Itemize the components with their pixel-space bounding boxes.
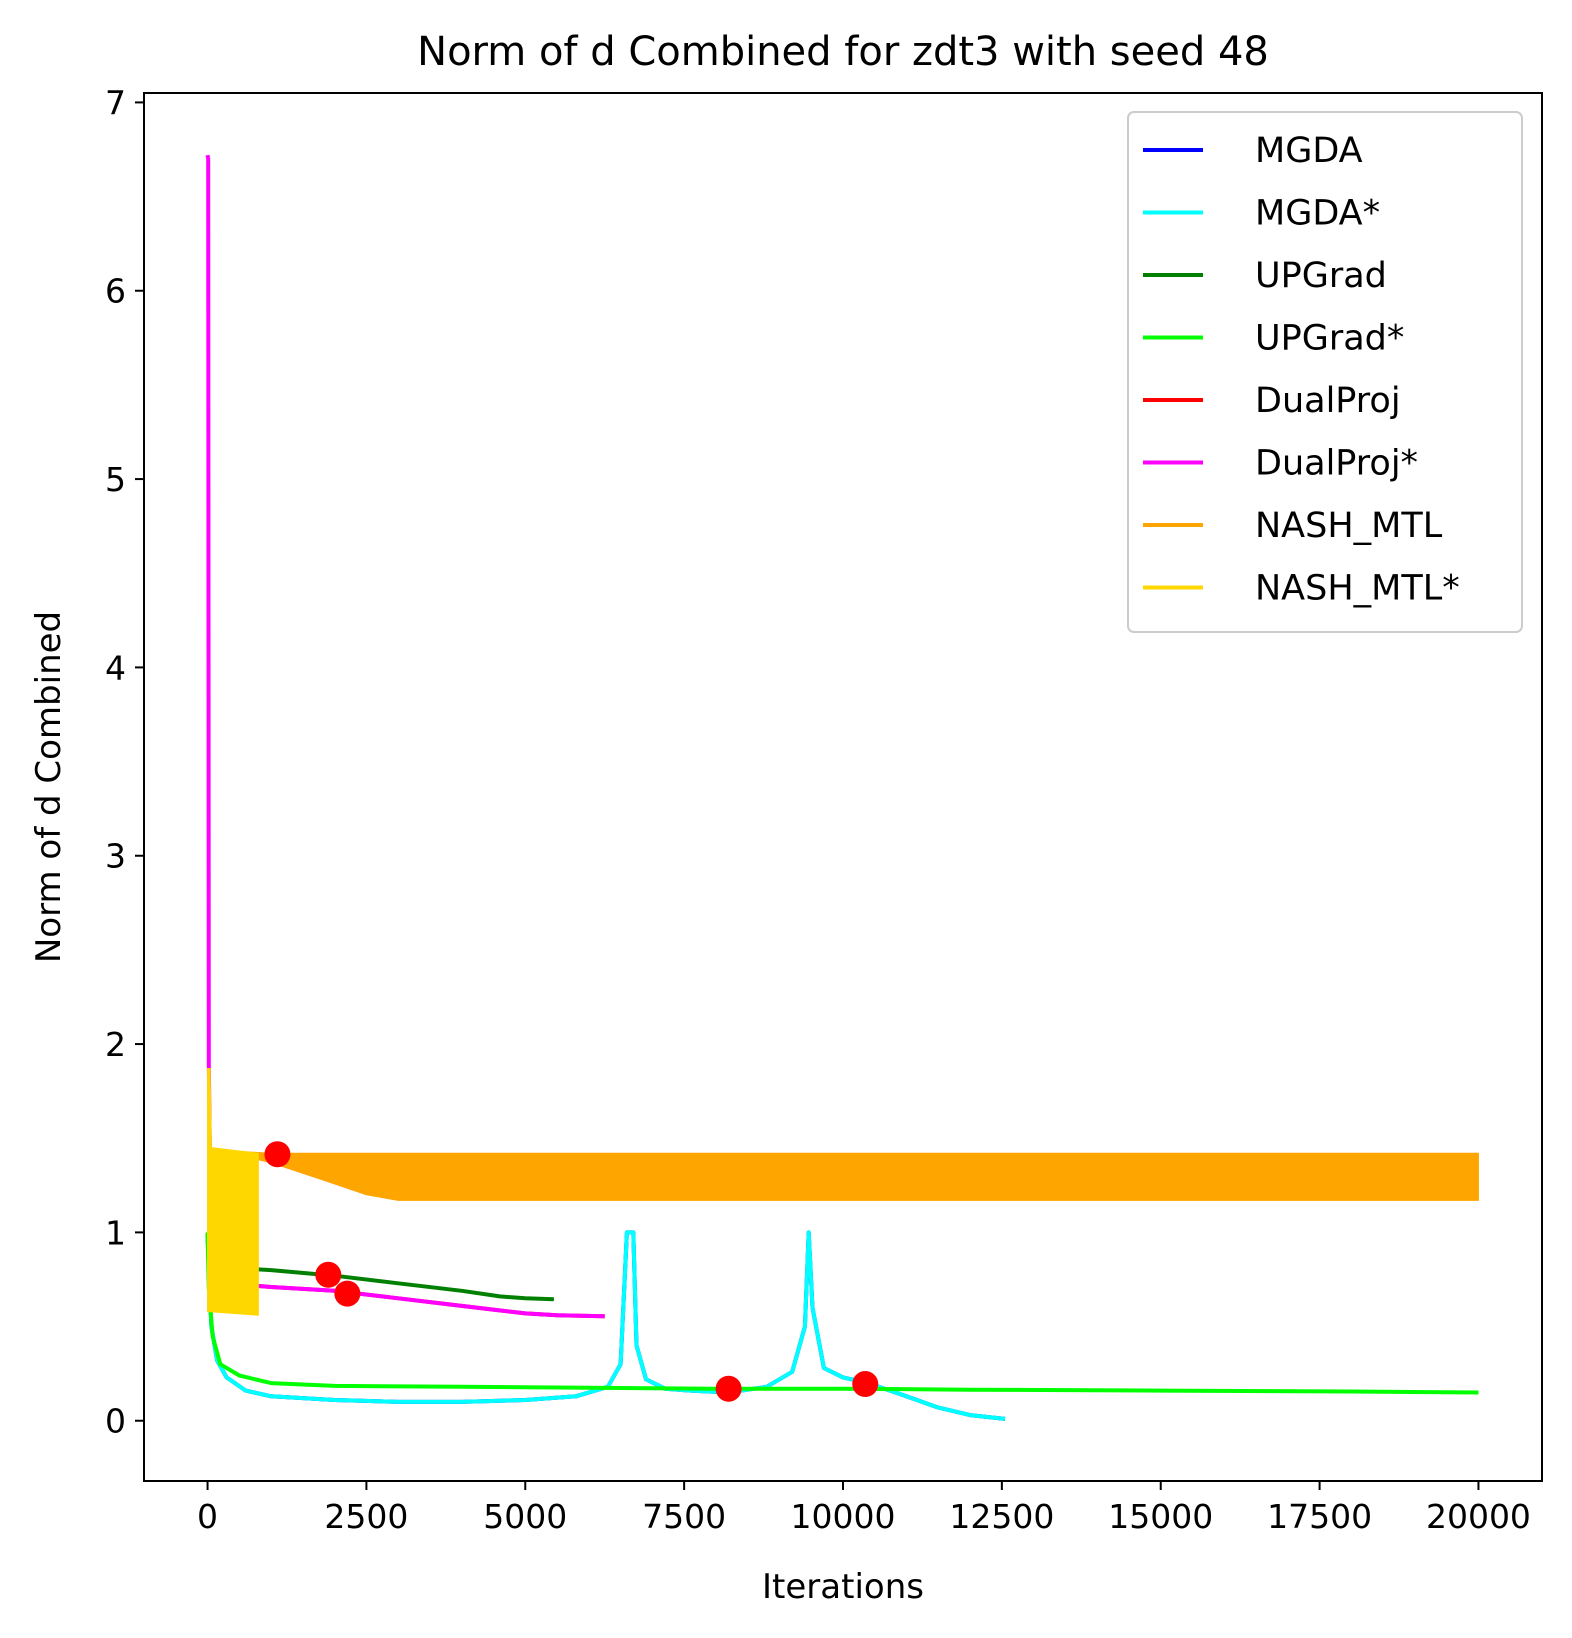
x-tick-label-0: 0 xyxy=(197,1497,218,1536)
legend-frame xyxy=(1127,111,1523,633)
plot-markers xyxy=(264,1141,879,1402)
legend-label-mgda: MGDA xyxy=(1255,131,1363,171)
x-tick-label-3: 7500 xyxy=(642,1497,726,1536)
y-tick-label-1: 1 xyxy=(105,1213,126,1252)
series-nash-mtl-band xyxy=(207,1147,1479,1201)
chart-title: Norm of d Combined for zdt3 with seed 48 xyxy=(417,29,1269,75)
marker-point-2 xyxy=(334,1280,361,1307)
y-axis-ticks: 0 1 2 3 4 5 6 7 xyxy=(105,83,144,1441)
legend-label-mgda-star: MGDA* xyxy=(1255,194,1380,234)
x-axis-label: Iterations xyxy=(762,1567,924,1607)
legend-label-nash-mtl: NASH_MTL xyxy=(1255,506,1443,546)
series-dualproj-star-line xyxy=(205,154,605,1319)
y-tick-label-7: 7 xyxy=(105,83,126,122)
legend: MGDA MGDA* UPGrad UPGrad* DualProj DualProj* N… xyxy=(1127,111,1523,633)
x-tick-label-8: 20000 xyxy=(1426,1497,1531,1536)
marker-point-4 xyxy=(852,1371,879,1398)
legend-label-upgrad: UPGrad xyxy=(1255,256,1387,296)
marker-point-1 xyxy=(315,1261,342,1288)
marker-point-3 xyxy=(715,1375,742,1402)
x-tick-label-4: 10000 xyxy=(791,1497,896,1536)
y-tick-label-4: 4 xyxy=(105,648,126,687)
legend-label-nash-mtl-star: NASH_MTL* xyxy=(1255,569,1460,609)
y-tick-label-6: 6 xyxy=(105,272,126,311)
x-tick-label-7: 17500 xyxy=(1267,1497,1372,1536)
y-tick-label-0: 0 xyxy=(105,1402,126,1441)
marker-point-0 xyxy=(264,1141,291,1168)
x-axis-ticks: 0 2500 5000 7500 10000 12500 15000 17500 20000 xyxy=(197,1481,1531,1536)
y-tick-label-2: 2 xyxy=(105,1025,126,1064)
plot-series xyxy=(205,154,1479,1421)
y-tick-label-3: 3 xyxy=(105,837,126,876)
y-tick-label-5: 5 xyxy=(105,460,126,499)
legend-label-upgrad-star: UPGrad* xyxy=(1255,319,1404,359)
legend-label-dualproj-star: DualProj* xyxy=(1255,444,1418,484)
x-tick-label-5: 12500 xyxy=(949,1497,1054,1536)
x-tick-label-6: 15000 xyxy=(1108,1497,1213,1536)
y-axis-label: Norm of d Combined xyxy=(29,611,69,963)
legend-label-dualproj: DualProj xyxy=(1255,381,1401,421)
series-upgrad-star-line xyxy=(205,1232,1479,1395)
series-mgda-star-line xyxy=(205,1230,1006,1421)
series-nash-mtl-star-band xyxy=(207,1068,259,1316)
x-tick-label-1: 2500 xyxy=(324,1497,408,1536)
x-tick-label-2: 5000 xyxy=(483,1497,567,1536)
